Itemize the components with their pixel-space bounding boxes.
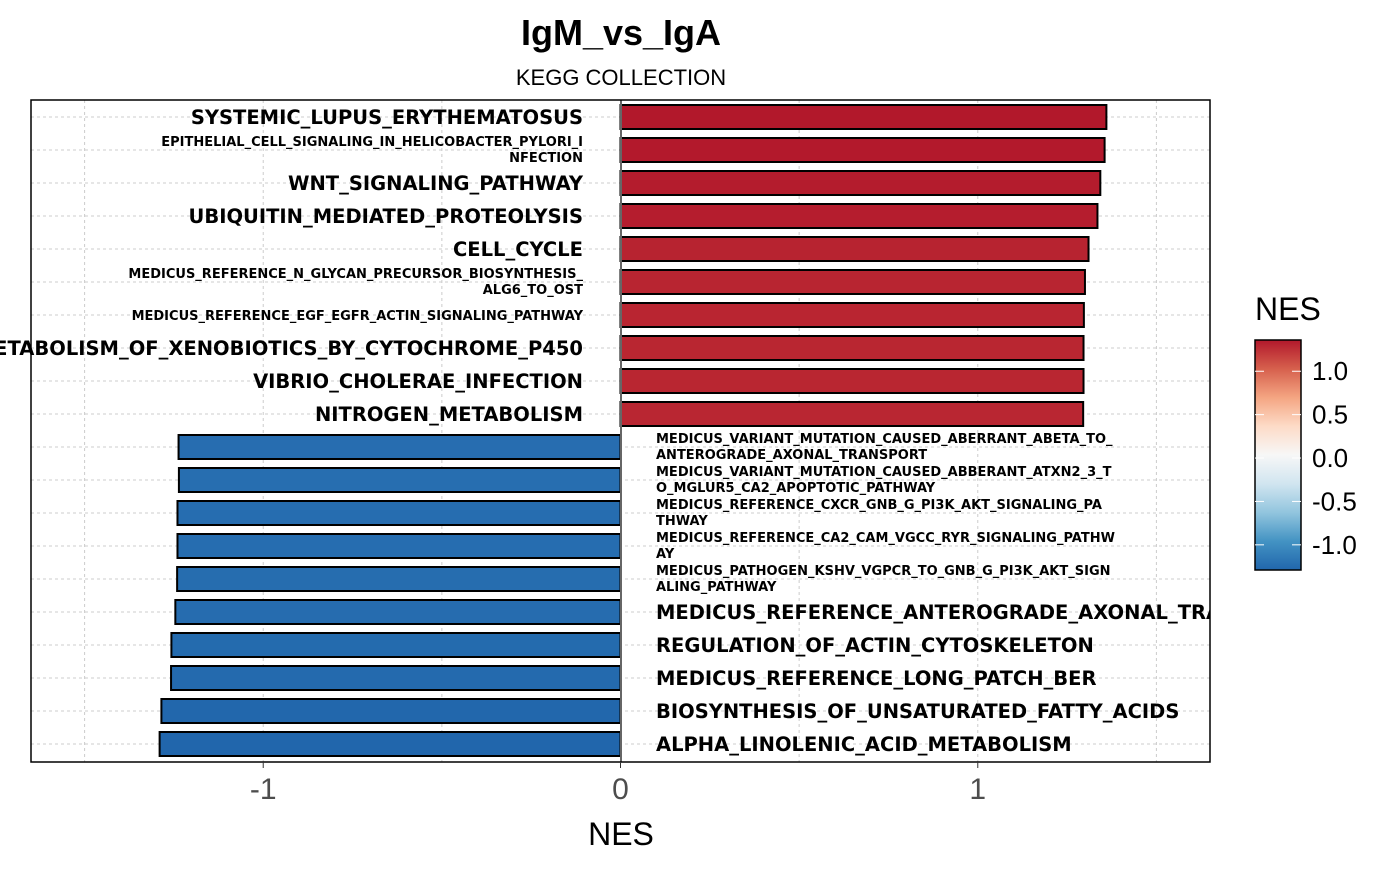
bar-label: NITROGEN_METABOLISM <box>315 403 583 426</box>
bar <box>170 665 622 691</box>
bar <box>174 599 622 625</box>
bar-label: AY <box>656 547 675 562</box>
legend-tick-label: -1.0 <box>1312 530 1357 560</box>
bar-label: METABOLISM_OF_XENOBIOTICS_BY_CYTOCHROME_… <box>0 337 583 360</box>
bar <box>160 698 622 724</box>
bar-label: MEDICUS_REFERENCE_EGF_EGFR_ACTIN_SIGNALI… <box>132 309 584 324</box>
chart-subtitle: KEGG COLLECTION <box>516 65 726 90</box>
bars <box>158 104 1108 757</box>
chart-title: IgM_vs_IgA <box>521 12 721 53</box>
bar-label: WNT_SIGNALING_PATHWAY <box>288 172 584 195</box>
legend-tick-label: 0.5 <box>1312 400 1348 430</box>
x-tick-label: 0 <box>612 773 629 806</box>
bar-label: UBIQUITIN_MEDIATED_PROTEOLYSIS <box>189 205 584 228</box>
bar-label: VIBRIO_CHOLERAE_INFECTION <box>253 370 583 393</box>
bar-label: REGULATION_OF_ACTIN_CYTOSKELETON <box>656 634 1094 657</box>
bar-label: MEDICUS_REFERENCE_N_GLYCAN_PRECURSOR_BIO… <box>128 267 583 282</box>
bar <box>176 500 622 526</box>
bar <box>619 335 1085 361</box>
bar-label: ALG6_TO_OST <box>483 283 583 298</box>
bar <box>619 203 1099 229</box>
bar-label: NFECTION <box>509 151 583 166</box>
x-tick-label: -1 <box>250 773 277 806</box>
bar <box>619 170 1102 196</box>
bar <box>176 533 622 559</box>
bar-label: THWAY <box>656 514 708 529</box>
colorbar <box>1254 339 1302 571</box>
legend-tick-label: -0.5 <box>1312 486 1357 516</box>
legend-title: NES <box>1255 291 1321 327</box>
x-axis: -1 0 1 <box>250 762 986 806</box>
bar-label: MEDICUS_PATHOGEN_KSHV_VGPCR_TO_GNB_G_PI3… <box>656 564 1111 579</box>
bar-label: MEDICUS_VARIANT_MUTATION_CAUSED_ABBERANT… <box>656 465 1112 480</box>
bar <box>177 434 622 460</box>
bar-label: BIOSYNTHESIS_OF_UNSATURATED_FATTY_ACIDS <box>656 700 1179 723</box>
bar <box>176 566 622 592</box>
bar-label: MEDICUS_REFERENCE_CXCR_GNB_G_PI3K_AKT_SI… <box>656 498 1102 513</box>
bar <box>619 269 1086 295</box>
bar <box>619 302 1085 328</box>
bar <box>619 368 1085 394</box>
color-legend: NES 1.0 0.5 0.0 -0.5 -1.0 <box>1254 291 1357 571</box>
bar-label: ALING_PATHWAY <box>656 580 777 595</box>
bar-label: MEDICUS_REFERENCE_ANTEROGRADE_AXONAL_TRA… <box>656 601 1310 624</box>
bar-label: MEDICUS_VARIANT_MUTATION_CAUSED_ABERRANT… <box>656 432 1113 447</box>
bar-labels: SYSTEMIC_LUPUS_ERYTHEMATOSUS EPITHELIAL_C… <box>0 106 1310 756</box>
legend-tick-label: 0.0 <box>1312 443 1348 473</box>
bar <box>158 731 622 757</box>
bar-label: EPITHELIAL_CELL_SIGNALING_IN_HELICOBACTE… <box>161 135 583 150</box>
bar <box>619 104 1108 130</box>
bar <box>170 632 622 658</box>
x-tick-label: 1 <box>969 773 986 806</box>
bar-label: MEDICUS_REFERENCE_CA2_CAM_VGCC_RYR_SIGNA… <box>656 531 1115 546</box>
bar-label: ALPHA_LINOLENIC_ACID_METABOLISM <box>656 733 1072 756</box>
bar <box>619 401 1085 427</box>
bar-label: SYSTEMIC_LUPUS_ERYTHEMATOSUS <box>191 106 583 129</box>
bar <box>619 236 1090 262</box>
bar-label: CELL_CYCLE <box>453 238 583 261</box>
bar-label: O_MGLUR5_CA2_APOPTOTIC_PATHWAY <box>656 481 936 496</box>
x-axis-label: NES <box>588 816 654 852</box>
bar-label: ANTEROGRADE_AXONAL_TRANSPORT <box>656 448 927 463</box>
bar <box>619 137 1106 163</box>
bar-label: MEDICUS_REFERENCE_LONG_PATCH_BER <box>656 667 1096 690</box>
legend-tick-label: 1.0 <box>1312 356 1348 386</box>
bar <box>177 467 622 493</box>
